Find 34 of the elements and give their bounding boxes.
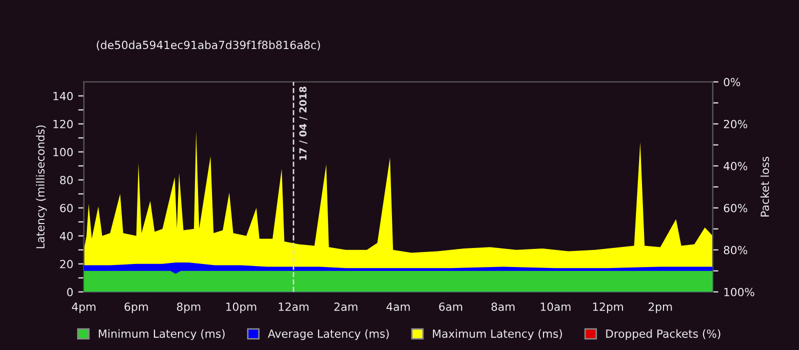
x-tick-label: 10pm [226,302,256,314]
y2-axis-title: Packet loss [760,156,770,216]
x-tick-label: 12pm [593,302,623,314]
y-tick-label: 140 [53,92,73,100]
x-tick-label: 2pm [648,302,672,314]
legend-label: Dropped Packets (%) [606,329,720,340]
y2-tick-label: 20% [724,120,748,128]
y-tick-label: 60 [60,204,73,212]
chart-subtitle: (de50da5941ec91aba7d39f1f8b816a8c) [96,40,320,50]
legend-label: Maximum Latency (ms) [432,329,562,340]
y2-tick-label: 80% [724,246,748,254]
y-tick-label: 20 [60,260,73,268]
legend-label: Average Latency (ms) [268,329,389,340]
y2-tick-label: 40% [724,162,748,170]
y-tick-label: 40 [60,232,73,240]
x-tick-label: 4am [386,302,410,311]
y-axis-title: Latency (milliseconds) [36,126,47,248]
x-tick-label: 6pm [124,302,148,314]
y2-tick-label: 60% [724,204,748,212]
x-tick-label: 12am [278,302,308,311]
y-tick-label: 80 [60,176,73,184]
x-tick-label: 10am [540,302,570,311]
y-tick-label: 100 [53,148,73,156]
y-tick-label: 0 [67,288,73,296]
legend-label: Minimum Latency (ms) [98,329,225,340]
x-tick-label: 4pm [72,302,96,314]
x-tick-label: 6am [439,302,462,311]
y-tick-label: 120 [53,120,73,128]
x-tick-label: 2am [334,302,358,311]
ref-line-label: 17 / 04 / 2018 [299,86,308,160]
y2-tick-label: 0% [724,78,740,86]
x-tick-label: 8am [492,302,515,311]
x-tick-label: 8pm [176,302,200,314]
y2-tick-label: 100% [724,288,754,296]
